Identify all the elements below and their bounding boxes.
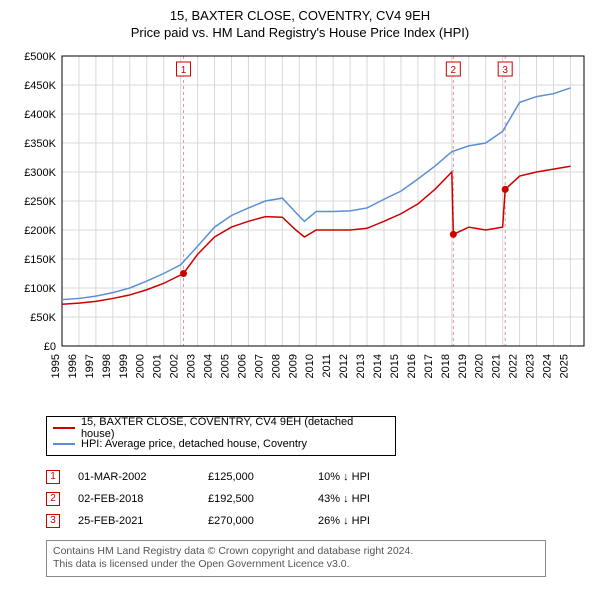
legend-swatch: [53, 427, 75, 429]
svg-text:2017: 2017: [423, 354, 435, 378]
svg-text:£0: £0: [44, 341, 56, 353]
transaction-number: 1: [50, 471, 56, 482]
transaction-price: £192,500: [208, 493, 318, 505]
svg-text:2013: 2013: [355, 354, 367, 378]
svg-text:£500K: £500K: [24, 51, 56, 63]
transaction-price: £270,000: [208, 515, 318, 527]
transaction-marker: 3: [46, 514, 60, 528]
svg-text:£250K: £250K: [24, 196, 56, 208]
svg-text:2012: 2012: [338, 354, 350, 378]
svg-text:2023: 2023: [525, 354, 537, 378]
svg-text:£50K: £50K: [30, 312, 56, 324]
svg-text:1998: 1998: [101, 354, 113, 378]
svg-text:2015: 2015: [389, 354, 401, 378]
svg-text:1: 1: [181, 65, 187, 76]
svg-text:2011: 2011: [321, 354, 333, 378]
legend-swatch: [53, 443, 75, 445]
transaction-row: 3 25-FEB-2021 £270,000 26% ↓ HPI: [46, 510, 590, 532]
svg-text:2018: 2018: [440, 354, 452, 378]
transaction-price: £125,000: [208, 471, 318, 483]
legend: 15, BAXTER CLOSE, COVENTRY, CV4 9EH (det…: [46, 416, 396, 456]
svg-text:2006: 2006: [236, 354, 248, 378]
svg-text:2019: 2019: [457, 354, 469, 378]
svg-text:2000: 2000: [135, 354, 147, 378]
transaction-marker: 1: [46, 470, 60, 484]
svg-text:3: 3: [502, 65, 508, 76]
svg-text:£400K: £400K: [24, 109, 56, 121]
transaction-date: 02-FEB-2018: [78, 493, 208, 505]
svg-text:2003: 2003: [186, 354, 198, 378]
chart-svg: £0 £50K £100K £150K £200K £250K £300K £350K £400…: [10, 48, 590, 408]
title-line-1: 15, BAXTER CLOSE, COVENTRY, CV4 9EH: [10, 8, 590, 25]
title-block: 15, BAXTER CLOSE, COVENTRY, CV4 9EH Pric…: [10, 8, 590, 42]
footer-line: Contains HM Land Registry data © Crown c…: [53, 545, 539, 559]
svg-text:1997: 1997: [84, 354, 96, 378]
transaction-table: 1 01-MAR-2002 £125,000 10% ↓ HPI 2 02-FE…: [46, 466, 590, 532]
svg-text:£300K: £300K: [24, 167, 56, 179]
legend-label: HPI: Average price, detached house, Cove…: [81, 438, 307, 450]
svg-text:2016: 2016: [406, 354, 418, 378]
svg-text:2004: 2004: [203, 354, 215, 378]
chart: £0 £50K £100K £150K £200K £250K £300K £350K £400…: [10, 48, 590, 408]
svg-text:1995: 1995: [50, 354, 62, 378]
transaction-pct: 26% ↓ HPI: [318, 515, 428, 527]
svg-text:2007: 2007: [253, 354, 265, 378]
chart-container: 15, BAXTER CLOSE, COVENTRY, CV4 9EH Pric…: [0, 0, 600, 587]
svg-text:1996: 1996: [67, 354, 79, 378]
svg-text:2020: 2020: [474, 354, 486, 378]
svg-text:2021: 2021: [491, 354, 503, 378]
footer: Contains HM Land Registry data © Crown c…: [46, 540, 546, 577]
transaction-date: 25-FEB-2021: [78, 515, 208, 527]
transaction-marker: 2: [46, 492, 60, 506]
transaction-row: 1 01-MAR-2002 £125,000 10% ↓ HPI: [46, 466, 590, 488]
svg-text:2022: 2022: [508, 354, 520, 378]
transaction-pct: 10% ↓ HPI: [318, 471, 428, 483]
transaction-number: 2: [50, 493, 56, 504]
svg-text:2024: 2024: [541, 354, 553, 378]
title-line-2: Price paid vs. HM Land Registry's House …: [10, 25, 590, 42]
svg-text:2025: 2025: [558, 354, 570, 378]
transaction-row: 2 02-FEB-2018 £192,500 43% ↓ HPI: [46, 488, 590, 510]
svg-text:2002: 2002: [169, 354, 181, 378]
svg-text:2: 2: [451, 65, 457, 76]
svg-text:£200K: £200K: [24, 225, 56, 237]
svg-text:2001: 2001: [152, 354, 164, 378]
transaction-pct: 43% ↓ HPI: [318, 493, 428, 505]
transaction-date: 01-MAR-2002: [78, 471, 208, 483]
transaction-number: 3: [50, 515, 56, 526]
footer-line: This data is licensed under the Open Gov…: [53, 558, 539, 572]
svg-text:£100K: £100K: [24, 283, 56, 295]
svg-text:2005: 2005: [219, 354, 231, 378]
legend-row: 15, BAXTER CLOSE, COVENTRY, CV4 9EH (det…: [53, 420, 389, 436]
legend-label: 15, BAXTER CLOSE, COVENTRY, CV4 9EH (det…: [81, 416, 389, 440]
svg-text:2014: 2014: [372, 354, 384, 378]
svg-text:2010: 2010: [304, 354, 316, 378]
svg-text:2008: 2008: [270, 354, 282, 378]
svg-text:2009: 2009: [287, 354, 299, 378]
svg-text:£150K: £150K: [24, 254, 56, 266]
svg-text:£450K: £450K: [24, 80, 56, 92]
svg-text:1999: 1999: [118, 354, 130, 378]
svg-text:£350K: £350K: [24, 138, 56, 150]
